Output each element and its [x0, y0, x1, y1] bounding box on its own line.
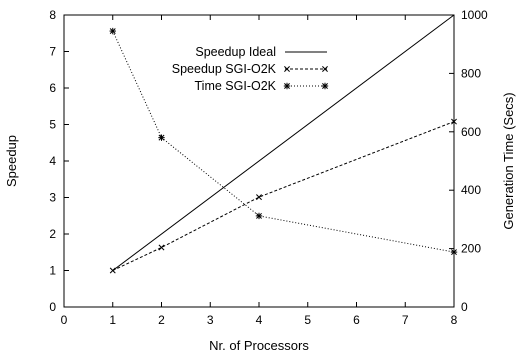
y-right-tick-label-4: 800: [461, 66, 481, 80]
y-axis-title-left: Speedup: [4, 135, 19, 187]
legend-label-0: Speedup Ideal: [195, 45, 276, 59]
series-1-point-2: [256, 194, 262, 201]
series-2-point-1: [158, 134, 165, 141]
y-left-tick-label-8: 8: [49, 8, 56, 22]
y-right-tick-label-1: 200: [461, 242, 481, 256]
y-right-tick-label-0: 0: [461, 300, 468, 314]
y-left-tick-label-6: 6: [49, 81, 56, 95]
x-axis-title: Nr. of Processors: [209, 338, 309, 353]
x-tick-label-5: 5: [304, 313, 311, 327]
x-tick-label-1: 1: [109, 313, 116, 327]
series-2-point-2: [255, 212, 263, 220]
x-tick-label-2: 2: [158, 313, 165, 327]
x-tick-label-7: 7: [402, 313, 409, 327]
series-1-point-0: [109, 267, 116, 274]
y-left-tick-label-5: 5: [49, 118, 56, 132]
series-1-point-1: [158, 244, 165, 251]
y-left-tick-label-2: 2: [49, 227, 56, 241]
x-tick-label-6: 6: [353, 313, 360, 327]
x-tick-label-0: 0: [61, 313, 68, 327]
legend-marker-end-1: [322, 66, 328, 72]
y-right-tick-label-5: 1000: [461, 8, 488, 22]
y-left-tick-label-3: 3: [49, 191, 56, 205]
series-line-0: [112, 14, 455, 271]
legend-label-2: Time SGI-O2K: [195, 79, 277, 93]
y-left-tick-label-7: 7: [49, 45, 56, 59]
legend-marker-start-2: [283, 82, 291, 90]
y-left-tick-label-0: 0: [49, 300, 56, 314]
series-2-point-0: [109, 27, 116, 35]
legend-marker-end-2: [321, 82, 329, 90]
y-left-tick-label-1: 1: [49, 264, 56, 278]
series-2-point-3: [450, 248, 458, 256]
legend: Speedup Ideal Speedup SGI-O2K Time SGI-O2K: [172, 45, 329, 93]
series-line-1: [112, 121, 455, 271]
series-layer: [109, 14, 458, 274]
legend-label-1: Speedup SGI-O2K: [172, 62, 277, 76]
series-1-point-3: [451, 118, 457, 125]
y-axis-title-right: Generation Time (Secs): [501, 92, 516, 229]
y-right-tick-label-3: 600: [461, 125, 481, 139]
x-tick-label-4: 4: [256, 313, 263, 327]
y-right-tick-label-2: 400: [461, 183, 481, 197]
y-left-tick-label-4: 4: [49, 154, 56, 168]
x-tick-label-8: 8: [451, 313, 458, 327]
legend-marker-start-1: [284, 66, 290, 72]
x-tick-label-3: 3: [207, 313, 214, 327]
